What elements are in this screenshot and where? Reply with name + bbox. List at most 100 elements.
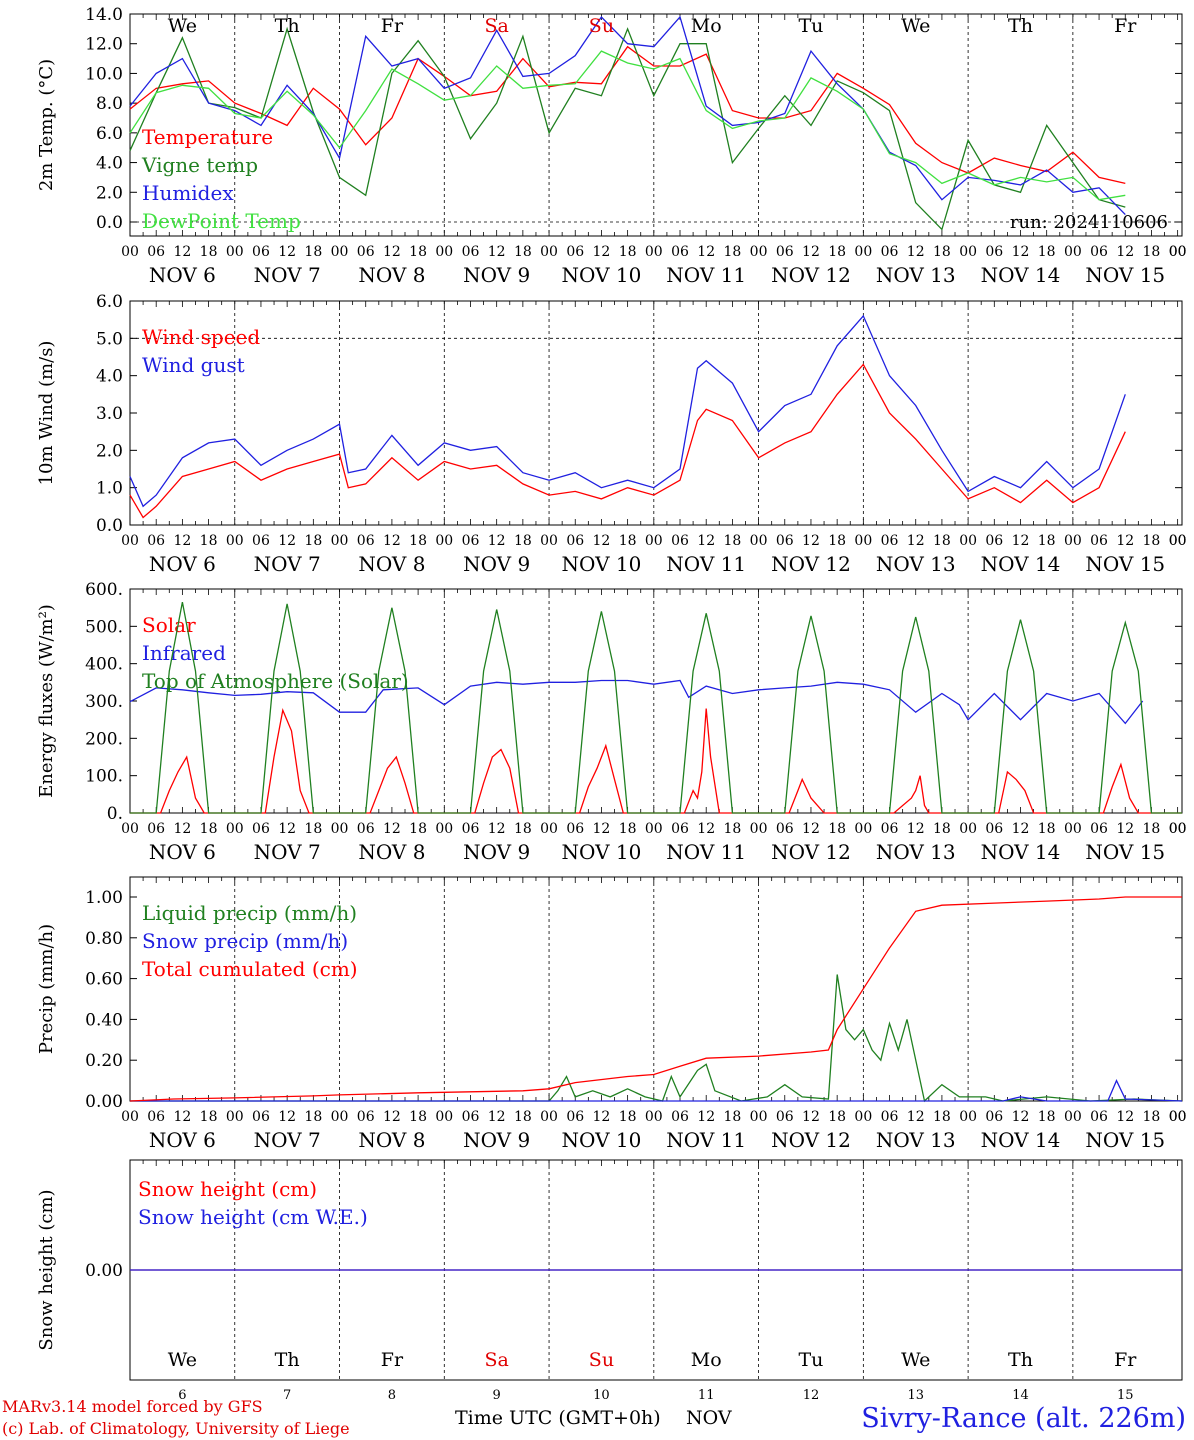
x-tick-label: 00 bbox=[959, 533, 977, 549]
x-tick-label: 00 bbox=[331, 821, 349, 837]
x-tick-label: 06 bbox=[985, 244, 1003, 260]
y-tick-label: 0.60 bbox=[85, 970, 123, 990]
x-tick-label: 18 bbox=[933, 1109, 951, 1125]
y-tick-label: 14.0 bbox=[85, 5, 123, 25]
x-tick-label: 06 bbox=[671, 533, 689, 549]
x-tick-label: 12 bbox=[907, 244, 925, 260]
x-tick-label: 18 bbox=[1143, 821, 1161, 837]
x-tick-label: 18 bbox=[933, 533, 951, 549]
plot-frame bbox=[129, 13, 1183, 237]
x-tick-label: 06 bbox=[985, 533, 1003, 549]
day-name: Th bbox=[1008, 1349, 1033, 1371]
day-number: 13 bbox=[907, 1388, 924, 1403]
x-tick-label: 12 bbox=[593, 1109, 611, 1125]
x-tick-label: 12 bbox=[173, 1109, 191, 1125]
y-tick-label: 0.00 bbox=[85, 1261, 123, 1281]
x-tick-label: 18 bbox=[1038, 821, 1056, 837]
x-tick-label: 00 bbox=[645, 1109, 663, 1125]
day-name: Su bbox=[589, 1349, 614, 1371]
y-tick-label: 5.0 bbox=[96, 329, 123, 349]
x-tick-label: 12 bbox=[697, 244, 715, 260]
x-tick-label: 00 bbox=[1064, 1109, 1082, 1125]
y-tick-label: 3.0 bbox=[96, 404, 123, 424]
day-number: 12 bbox=[803, 1388, 820, 1403]
legend-entry: Snow height (cm) bbox=[138, 1177, 317, 1201]
date-label: NOV 12 bbox=[771, 263, 851, 287]
panel-1: 14.0 12.0 10.0 8.0 6.0 4.0 2.0 0.0 2m Temp. (°C)… bbox=[36, 5, 1187, 287]
x-tick-label: 00 bbox=[1169, 821, 1187, 837]
y-axis-label: 2m Temp. (°C) bbox=[36, 59, 57, 191]
x-tick-label: 06 bbox=[985, 1109, 1003, 1125]
date-label: NOV 12 bbox=[771, 840, 851, 864]
x-tick-label: 00 bbox=[435, 821, 453, 837]
day-name: We bbox=[168, 15, 197, 37]
x-tick-label: 12 bbox=[907, 821, 925, 837]
x-tick-label: 18 bbox=[409, 244, 427, 260]
y-axis-label: Snow height (cm) bbox=[36, 1189, 57, 1350]
x-tick-label: 00 bbox=[540, 244, 558, 260]
date-label: NOV 10 bbox=[562, 840, 642, 864]
x-tick-label: 06 bbox=[881, 244, 899, 260]
y-tick-label: 6.0 bbox=[96, 124, 123, 144]
x-tick-label: 00 bbox=[121, 1109, 139, 1125]
x-tick-label: 06 bbox=[776, 821, 794, 837]
x-tick-label: 18 bbox=[828, 1109, 846, 1125]
y-tick-label: 600. bbox=[85, 580, 123, 600]
x-tick-label: 06 bbox=[1090, 533, 1108, 549]
date-label: NOV 7 bbox=[254, 840, 321, 864]
date-label: NOV 9 bbox=[463, 1128, 530, 1152]
x-tick-label: 12 bbox=[1012, 821, 1030, 837]
x-tick-label: 12 bbox=[907, 533, 925, 549]
day-number: 7 bbox=[283, 1388, 291, 1403]
day-number: 6 bbox=[178, 1388, 186, 1403]
x-tick-label: 18 bbox=[723, 533, 741, 549]
x-tick-label: 06 bbox=[147, 244, 165, 260]
y-tick-label: 100. bbox=[85, 767, 123, 787]
x-tick-label: 18 bbox=[304, 244, 322, 260]
date-label: NOV 14 bbox=[981, 840, 1061, 864]
y-tick-label: 0.0 bbox=[96, 516, 123, 536]
day-name: Fr bbox=[1114, 1349, 1137, 1371]
x-tick-label: 06 bbox=[252, 821, 270, 837]
x-tick-label: 12 bbox=[488, 533, 506, 549]
x-tick-label: 00 bbox=[959, 244, 977, 260]
date-label: NOV 8 bbox=[358, 1128, 425, 1152]
day-name: Mo bbox=[691, 15, 722, 37]
day-number: 9 bbox=[493, 1388, 501, 1403]
x-tick-label: 00 bbox=[226, 244, 244, 260]
x-tick-label: 00 bbox=[1169, 533, 1187, 549]
x-tick-label: 18 bbox=[514, 821, 532, 837]
x-tick-label: 06 bbox=[357, 1109, 375, 1125]
plot-frame bbox=[129, 588, 1183, 814]
date-label: NOV 11 bbox=[666, 1128, 746, 1152]
x-tick-label: 18 bbox=[514, 533, 532, 549]
date-label: NOV 9 bbox=[463, 263, 530, 287]
y-tick-label: 12.0 bbox=[85, 35, 123, 55]
day-name: Fr bbox=[1114, 15, 1137, 37]
x-tick-label: 12 bbox=[593, 533, 611, 549]
x-tick-label: 18 bbox=[933, 244, 951, 260]
x-tick-label: 00 bbox=[540, 821, 558, 837]
legend-entry: DewPoint Temp bbox=[142, 209, 301, 233]
x-tick-label: 12 bbox=[488, 821, 506, 837]
y-tick-label: 4.0 bbox=[96, 367, 123, 387]
x-tick-label: 00 bbox=[645, 244, 663, 260]
x-tick-label: 18 bbox=[200, 821, 218, 837]
x-tick-label: 18 bbox=[619, 1109, 637, 1125]
date-label: NOV 14 bbox=[981, 1128, 1061, 1152]
date-label: NOV 10 bbox=[562, 1128, 642, 1152]
date-label: NOV 14 bbox=[981, 263, 1061, 287]
date-label: NOV 8 bbox=[358, 552, 425, 576]
day-name: We bbox=[901, 1349, 930, 1371]
date-label: NOV 12 bbox=[771, 552, 851, 576]
day-name: Th bbox=[1008, 15, 1033, 37]
plot-frame bbox=[129, 300, 1183, 526]
x-tick-label: 06 bbox=[462, 821, 480, 837]
date-label: NOV 13 bbox=[876, 263, 956, 287]
day-name: Su bbox=[589, 15, 614, 37]
x-tick-label: 12 bbox=[278, 821, 296, 837]
legend-entry: Snow precip (mm/h) bbox=[142, 929, 348, 953]
legend-entry: Temperature bbox=[142, 125, 273, 149]
x-tick-label: 06 bbox=[252, 244, 270, 260]
